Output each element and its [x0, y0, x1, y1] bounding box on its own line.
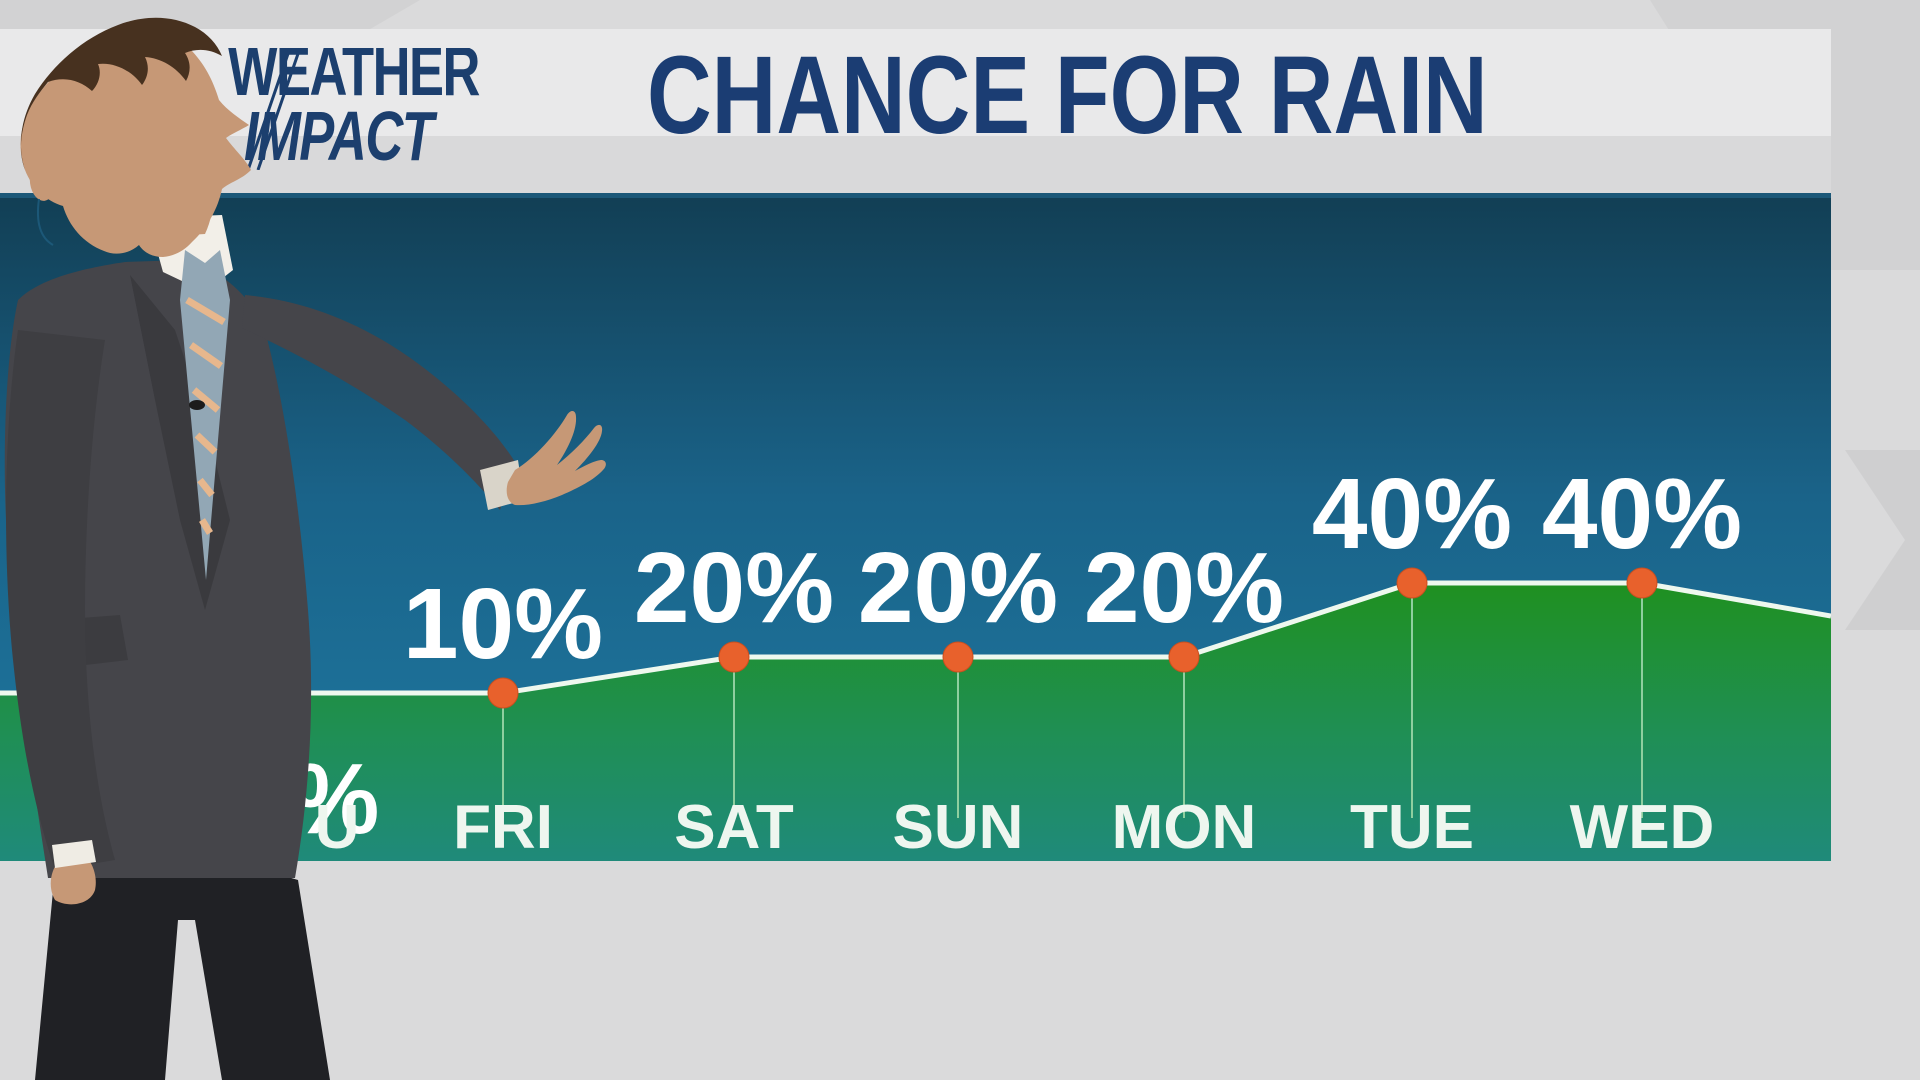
- svg-text:SAT: SAT: [674, 793, 794, 861]
- svg-text:20%: 20%: [858, 532, 1058, 644]
- svg-text:SUN: SUN: [893, 793, 1024, 861]
- svg-text:WED: WED: [1570, 793, 1715, 861]
- svg-text:20%: 20%: [1084, 532, 1284, 644]
- svg-text:TUE: TUE: [1350, 793, 1474, 861]
- svg-text:MON: MON: [1112, 793, 1257, 861]
- svg-text:40%: 40%: [1312, 458, 1512, 570]
- svg-text:40%: 40%: [1542, 458, 1742, 570]
- svg-text:20%: 20%: [634, 532, 834, 644]
